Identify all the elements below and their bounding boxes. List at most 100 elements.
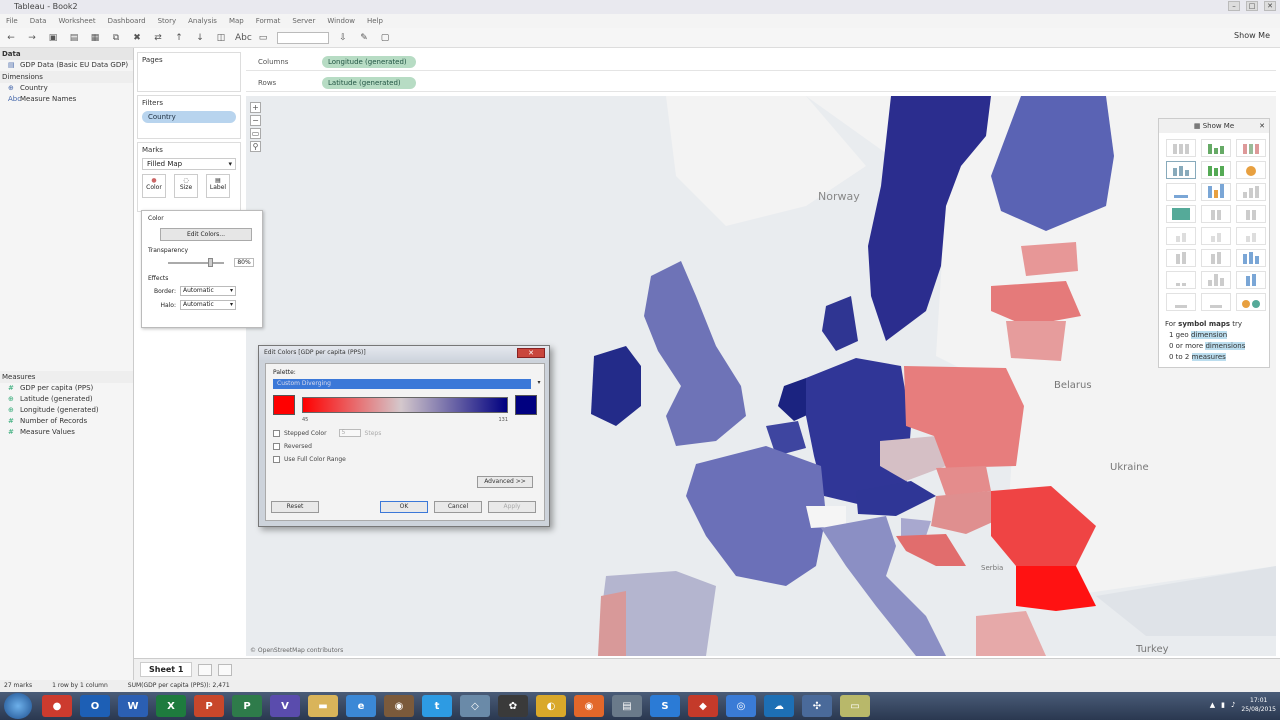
tableau-icon[interactable]: ✣ xyxy=(802,695,832,717)
measure-latitude[interactable]: ⊕ Latitude (generated) xyxy=(0,394,133,405)
chart-heat-map[interactable] xyxy=(1201,139,1231,157)
start-color-swatch[interactable] xyxy=(273,395,295,415)
chrome-icon[interactable]: ● xyxy=(42,695,72,717)
highlight-icon[interactable]: ✎ xyxy=(360,32,368,43)
advanced-button[interactable]: Advanced >> xyxy=(477,476,533,488)
columns-shelf[interactable]: Columns Longitude (generated) xyxy=(246,53,1276,71)
label-button[interactable]: ▤ Label xyxy=(206,174,230,198)
app-icon[interactable]: ▭ xyxy=(840,695,870,717)
skype-icon[interactable]: S xyxy=(650,695,680,717)
chart-packed-bubbles[interactable] xyxy=(1236,293,1266,311)
group-icon[interactable]: ◫ xyxy=(216,32,226,43)
maximize-button[interactable]: □ xyxy=(1246,1,1258,11)
chart-area-discrete[interactable] xyxy=(1201,249,1231,267)
chart-area-continuous[interactable] xyxy=(1166,249,1196,267)
menu-help[interactable]: Help xyxy=(366,17,383,25)
stepped-color-checkbox[interactable]: Stepped Color 5 Steps xyxy=(273,429,537,437)
fit-icon[interactable]: ▭ xyxy=(258,32,268,43)
halo-select[interactable]: Automatic xyxy=(180,300,236,310)
zoom-out-icon[interactable]: − xyxy=(250,115,261,126)
presentation-icon[interactable]: ▢ xyxy=(380,32,390,43)
apply-button[interactable]: Apply xyxy=(488,501,536,513)
app-icon[interactable]: ◐ xyxy=(536,695,566,717)
measure-gdp[interactable]: # GDP per capita (PPS) xyxy=(0,383,133,394)
start-button[interactable] xyxy=(4,693,32,719)
rows-shelf[interactable]: Rows Latitude (generated) xyxy=(246,74,1276,92)
word-icon[interactable]: W xyxy=(118,695,148,717)
twitter-icon[interactable]: t xyxy=(422,695,452,717)
chart-side-by-side-bars[interactable] xyxy=(1236,183,1266,201)
chart-lines-discrete[interactable] xyxy=(1201,227,1231,245)
chart-highlight-table[interactable] xyxy=(1236,139,1266,157)
onedrive-icon[interactable]: ☁ xyxy=(764,695,794,717)
menu-format[interactable]: Format xyxy=(255,17,281,25)
zoom-in-icon[interactable]: + xyxy=(250,102,261,113)
chart-circle-views[interactable] xyxy=(1201,205,1231,223)
menu-story[interactable]: Story xyxy=(157,17,177,25)
volume-icon[interactable]: ♪ xyxy=(1230,701,1236,709)
slider-handle-icon[interactable] xyxy=(208,257,213,267)
pin-icon[interactable]: ⚲ xyxy=(250,141,261,152)
network-icon[interactable]: ▮ xyxy=(1221,701,1225,709)
datasource-item[interactable]: ▤ GDP Data (Basic EU Data GDP) xyxy=(0,60,133,71)
border-select[interactable]: Automatic xyxy=(180,286,236,296)
menu-worksheet[interactable]: Worksheet xyxy=(58,17,96,25)
palette-select[interactable]: Custom Diverging ▾ xyxy=(273,379,543,389)
sort-asc-icon[interactable]: ↑ xyxy=(175,32,183,43)
excel-icon[interactable]: X xyxy=(156,695,186,717)
app-icon[interactable]: ◆ xyxy=(688,695,718,717)
menu-window[interactable]: Window xyxy=(327,17,355,25)
datasource-icon[interactable]: ▤ xyxy=(69,32,79,43)
measure-longitude[interactable]: ⊕ Longitude (generated) xyxy=(0,405,133,416)
menu-server[interactable]: Server xyxy=(292,17,316,25)
dimension-country[interactable]: ⊕ Country xyxy=(0,83,133,94)
color-button[interactable]: ● Color xyxy=(142,174,166,198)
steps-input[interactable]: 5 xyxy=(338,429,361,437)
clock[interactable]: 17:01 25/08/2015 xyxy=(1241,696,1276,714)
chart-box-whisker[interactable] xyxy=(1236,271,1266,289)
swap-icon[interactable]: ⇄ xyxy=(154,32,162,43)
chart-filled-map[interactable] xyxy=(1201,161,1231,179)
mark-type-select[interactable]: Filled Map ▾ xyxy=(142,158,236,170)
redo-icon[interactable]: → xyxy=(28,32,36,43)
pages-card[interactable]: Pages xyxy=(137,52,241,92)
sheet-tab-1[interactable]: Sheet 1 xyxy=(140,662,193,677)
visio-icon[interactable]: V xyxy=(270,695,300,717)
filter-pill-country[interactable]: Country xyxy=(142,111,236,123)
chart-horizontal-bars[interactable] xyxy=(1166,183,1196,201)
reset-button[interactable]: Reset xyxy=(271,501,319,513)
menu-map[interactable]: Map xyxy=(228,17,244,25)
filters-card[interactable]: Filters Country xyxy=(137,95,241,139)
new-dashboard-icon[interactable] xyxy=(218,663,233,676)
dialog-close-button[interactable]: ✕ xyxy=(517,348,545,358)
save-icon[interactable]: ▣ xyxy=(48,32,58,43)
chart-scatter-plot[interactable] xyxy=(1166,271,1196,289)
menu-dashboard[interactable]: Dashboard xyxy=(107,17,146,25)
measure-values[interactable]: # Measure Values xyxy=(0,427,133,438)
transparency-value[interactable]: 80% xyxy=(234,258,254,267)
rows-pill[interactable]: Latitude (generated) xyxy=(322,76,416,89)
undo-icon[interactable]: ← xyxy=(7,32,15,43)
firefox-icon[interactable]: ◉ xyxy=(574,695,604,717)
powerpoint-icon[interactable]: P xyxy=(194,695,224,717)
chart-symbol-map[interactable] xyxy=(1166,161,1196,179)
show-me-button[interactable]: Show Me xyxy=(1234,31,1270,40)
menu-data[interactable]: Data xyxy=(29,17,47,25)
tray-arrow-icon[interactable]: ▲ xyxy=(1209,701,1216,709)
label-icon[interactable]: Abc xyxy=(235,32,252,43)
explorer-icon[interactable]: ▬ xyxy=(308,695,338,717)
app-icon[interactable]: ▤ xyxy=(612,695,642,717)
size-button[interactable]: ◌ Size xyxy=(174,174,198,198)
transparency-slider[interactable] xyxy=(168,257,224,267)
chart-lines-continuous[interactable] xyxy=(1166,227,1196,245)
full-range-checkbox[interactable]: Use Full Color Range xyxy=(273,456,537,463)
zoom-area-icon[interactable]: ▭ xyxy=(250,128,261,139)
chart-side-by-side-circles[interactable] xyxy=(1236,205,1266,223)
chart-gantt[interactable] xyxy=(1166,293,1196,311)
edit-colors-button[interactable]: Edit Colors... xyxy=(160,228,252,241)
close-window-button[interactable]: ✕ xyxy=(1264,1,1276,11)
chart-dual-combination[interactable] xyxy=(1236,249,1266,267)
cancel-button[interactable]: Cancel xyxy=(434,501,482,513)
map-attribution[interactable]: © OpenStreetMap contributors xyxy=(250,647,344,654)
menu-file[interactable]: File xyxy=(6,17,18,25)
